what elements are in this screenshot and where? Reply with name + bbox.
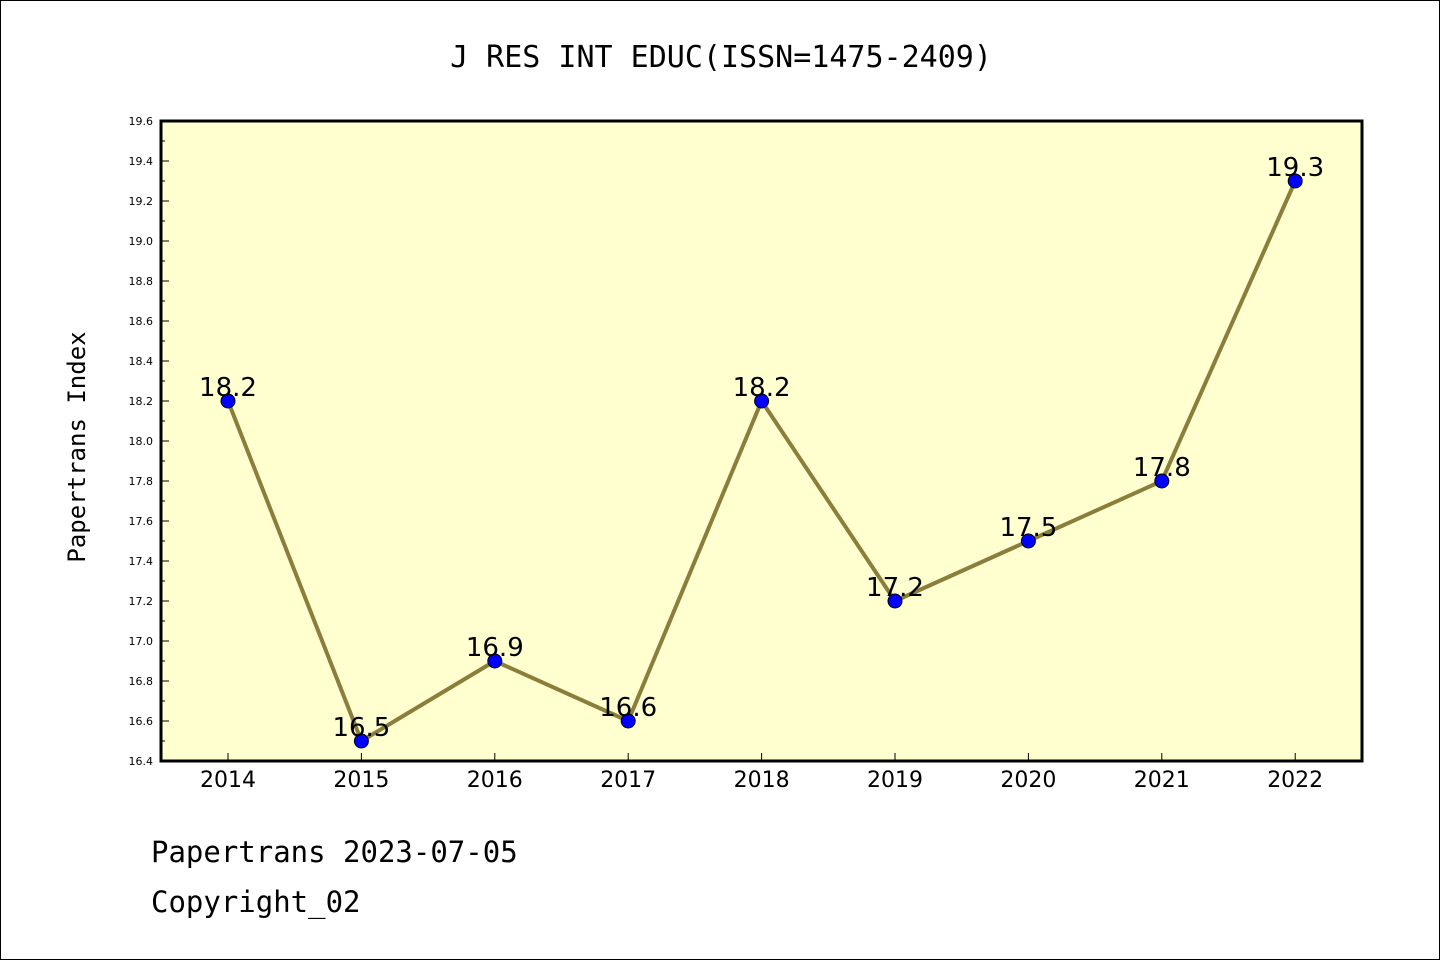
data-labels: 18.2 16.5 16.9 16.6 18.2 17.2 17.5 17.8 19.3 — [199, 153, 1324, 743]
y-axis-label: Papertrans Index — [63, 331, 91, 562]
x-tick-label: 2022 — [1267, 768, 1323, 793]
data-label: 17.2 — [866, 573, 924, 603]
y-tick-label: 18.0 — [129, 435, 154, 448]
y-tick-label: 18.2 — [129, 395, 154, 408]
data-point — [487, 653, 503, 669]
data-point — [1154, 473, 1170, 489]
x-tick-label: 2017 — [600, 768, 656, 793]
x-tick-label: 2020 — [1000, 768, 1056, 793]
data-label: 17.8 — [1133, 453, 1191, 483]
y-tick-label: 17.6 — [129, 515, 154, 528]
y-tick-label: 16.8 — [129, 675, 154, 688]
data-label: 18.2 — [733, 373, 791, 403]
data-point — [754, 393, 770, 409]
x-tick-label: 2019 — [867, 768, 923, 793]
y-tick-label: 18.8 — [129, 275, 154, 288]
x-tick-label: 2021 — [1134, 768, 1190, 793]
footer-date: Papertrans 2023-07-05 — [151, 835, 518, 869]
data-point — [887, 593, 903, 609]
data-label: 17.5 — [999, 513, 1057, 543]
y-tick-label: 19.6 — [129, 115, 154, 128]
data-point — [1020, 533, 1036, 549]
y-tick-label: 16.4 — [129, 755, 154, 768]
data-point — [220, 393, 236, 409]
y-tick-label: 18.4 — [129, 355, 154, 368]
y-tick-label: 17.4 — [129, 555, 154, 568]
x-tick-label: 2014 — [200, 768, 256, 793]
x-tick-label: 2016 — [467, 768, 523, 793]
x-tick-label: 2018 — [734, 768, 790, 793]
y-tick-label: 19.4 — [129, 155, 154, 168]
x-tick-label: 2015 — [333, 768, 389, 793]
data-label: 16.9 — [466, 633, 524, 663]
y-axis-ticks: 16.4 16.6 16.8 17.0 17.2 17.4 17.6 17.8 18.0 18.2… — [129, 115, 169, 768]
y-tick-label: 19.0 — [129, 235, 154, 248]
data-point — [1287, 173, 1303, 189]
y-tick-label: 18.6 — [129, 315, 154, 328]
data-label: 18.2 — [199, 373, 257, 403]
y-tick-label: 17.0 — [129, 635, 154, 648]
y-tick-label: 16.6 — [129, 715, 154, 728]
footer-copyright: Copyright_02 — [151, 885, 361, 919]
data-label: 19.3 — [1266, 153, 1324, 183]
chart-title: J RES INT EDUC(ISSN=1475-2409) — [450, 40, 992, 75]
data-label: 16.6 — [599, 693, 657, 723]
x-axis-ticks: 2014 2015 2016 2017 2018 2019 2020 2021 2022 — [200, 753, 1323, 793]
data-point — [620, 713, 636, 729]
plot-area — [159, 119, 1364, 763]
y-tick-label: 17.8 — [129, 475, 154, 488]
y-tick-label: 19.2 — [129, 195, 154, 208]
y-tick-label: 17.2 — [129, 595, 154, 608]
data-point — [353, 733, 369, 749]
data-points — [220, 173, 1303, 749]
data-label: 16.5 — [332, 713, 390, 743]
